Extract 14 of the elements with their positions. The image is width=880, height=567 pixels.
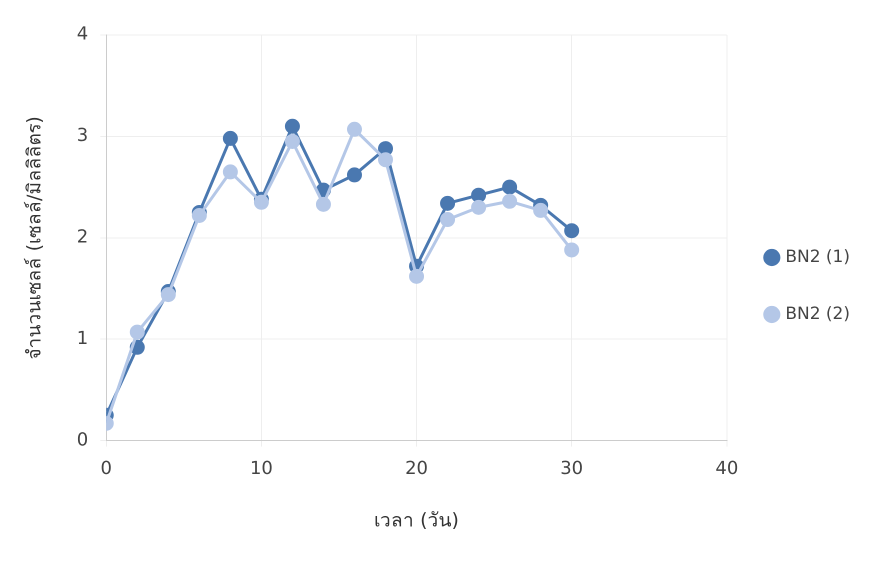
- x-tick-label: 10: [250, 458, 273, 480]
- y-tick-label: 2: [76, 226, 88, 248]
- y-tick-label: 1: [76, 328, 88, 349]
- x-tick-label: 0: [100, 458, 112, 480]
- x-tick-label: 20: [405, 458, 428, 480]
- legend-label: BN2 (2): [785, 304, 850, 324]
- x-tick-label: 40: [715, 458, 738, 480]
- x-axis-title: เวลา (วัน): [374, 510, 459, 532]
- legend-label: BN2 (1): [785, 246, 850, 267]
- y-tick-label: 4: [76, 24, 88, 45]
- y-tick-label: 3: [76, 125, 88, 146]
- x-tick-label: 30: [560, 458, 584, 480]
- y-axis-title: จำนวนเซลล์ (เซลล์/มิลลิลิตร): [23, 116, 46, 360]
- y-tick-label: 0: [76, 429, 88, 450]
